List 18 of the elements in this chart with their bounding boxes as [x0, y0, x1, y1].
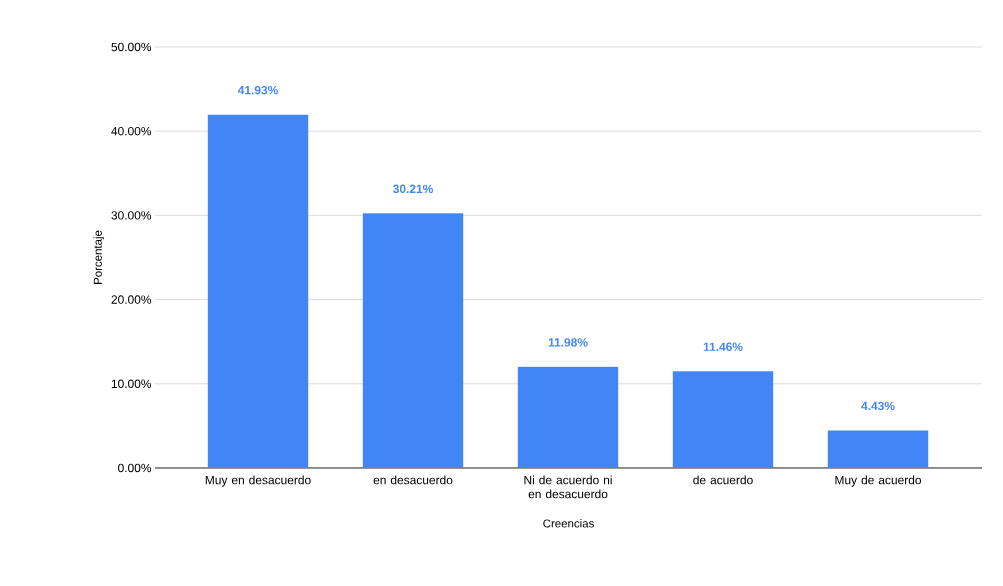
y-tick-label: 20.00% — [111, 295, 152, 304]
x-axis-title: Creencias — [543, 519, 594, 528]
x-tick-label: Muy en desacuerdo — [205, 475, 311, 487]
x-tick-label: de acuerdo — [693, 475, 753, 485]
y-tick-label: 10.00% — [111, 379, 152, 389]
y-tick-label: 50.00% — [111, 42, 152, 52]
x-tick-label: Ni de acuerdo ni en desacuerdo — [524, 475, 612, 499]
data-label: 4.43% — [861, 401, 895, 411]
y-tick-label: 30.00% — [111, 211, 152, 220]
y-tick-label: 40.00% — [111, 126, 152, 136]
y-axis-title: Porcentaje — [93, 230, 105, 284]
data-label: 30.21% — [393, 184, 433, 194]
data-label: 11.98% — [548, 338, 588, 347]
data-label: 41.93% — [237, 85, 278, 95]
data-label: 11.46% — [703, 342, 743, 351]
y-tick-label: 0.00% — [118, 463, 152, 473]
x-tick-label: Muy de acuerdo — [835, 475, 922, 487]
x-tick-label: en desacuerdo — [373, 475, 453, 485]
